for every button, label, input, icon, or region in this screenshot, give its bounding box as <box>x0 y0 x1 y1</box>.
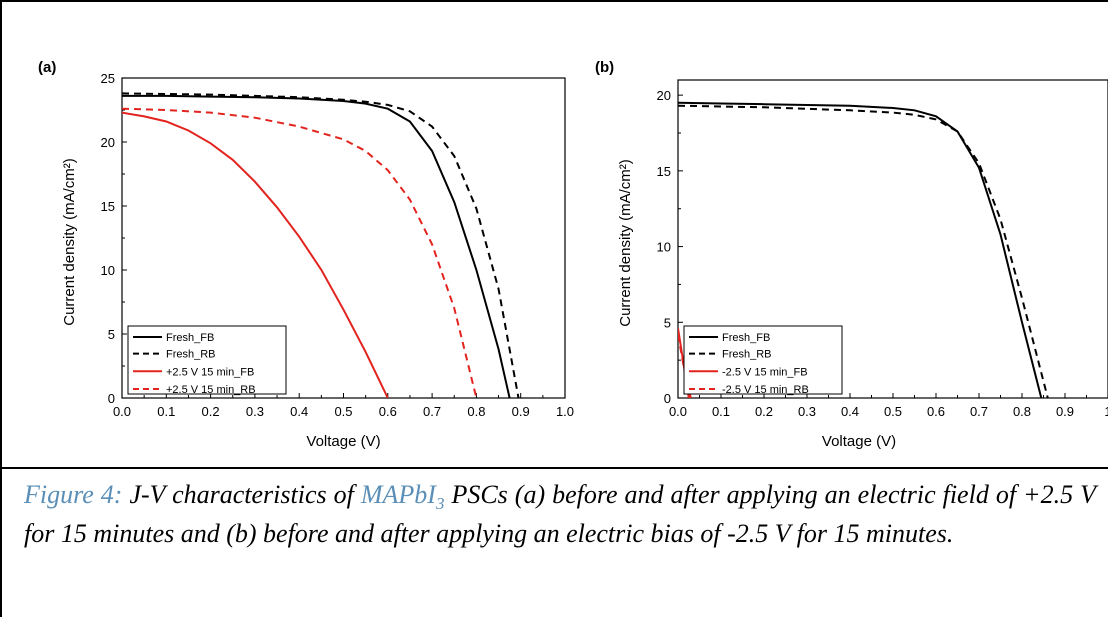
caption-separator <box>0 467 1108 469</box>
x-tick-label: 0.8 <box>467 404 485 419</box>
x-tick-label: 0.9 <box>512 404 530 419</box>
caption-material-base: MAPbI <box>360 480 436 509</box>
frame-left-border <box>0 0 2 617</box>
x-tick-label: 0.1 <box>712 404 730 419</box>
caption-label: Figure 4: <box>24 480 123 509</box>
caption-material-subscript: 3 <box>435 494 445 514</box>
frame-top-border <box>0 0 1108 2</box>
panel-b-label: (b) <box>595 59 614 76</box>
legend-entry: Fresh_FB <box>722 332 770 344</box>
y-axis-label: Current density (mA/cm²) <box>61 158 78 326</box>
series-line <box>678 104 1049 398</box>
y-tick-label: 5 <box>664 315 671 330</box>
caption-text-2: PSCs (a) before and after applying an el… <box>24 480 1096 548</box>
legend-entry: -2.5 V 15 min_RB <box>722 384 809 396</box>
x-tick-label: 0.2 <box>202 404 220 419</box>
panel-a-label: (a) <box>38 59 56 76</box>
y-tick-label: 20 <box>657 88 671 103</box>
y-tick-label: 20 <box>101 135 115 150</box>
y-tick-label: 0 <box>108 391 115 406</box>
x-axis-label: Voltage (V) <box>306 433 380 450</box>
chart-panel-b: 0.00.10.20.30.40.50.60.70.80.9105101520V… <box>617 79 1108 450</box>
y-tick-label: 25 <box>101 71 115 86</box>
series-line <box>122 94 511 398</box>
legend-entry: +2.5 V 15 min_FB <box>166 366 254 378</box>
y-tick-label: 15 <box>101 199 115 214</box>
legend-entry: Fresh_RB <box>722 349 772 361</box>
series-line <box>122 111 389 398</box>
y-tick-label: 10 <box>101 263 115 278</box>
caption-text-1: J-V characteristics of <box>122 480 361 509</box>
x-tick-label: 0.4 <box>290 404 308 419</box>
x-tick-label: 0.8 <box>1013 404 1031 419</box>
x-tick-label: 1.0 <box>556 404 574 419</box>
x-tick-label: 0.4 <box>841 404 859 419</box>
caption-material: MAPbI3 <box>360 480 445 512</box>
y-tick-label: 5 <box>108 327 115 342</box>
legend-entry: Fresh_RB <box>166 349 216 361</box>
x-tick-label: 0.6 <box>379 404 397 419</box>
figure-charts: (a) (b) 0.0 0.1 0.2 0.3 0.4 0.5 0.6 0.7 0.8 0.9 1.… <box>38 59 1108 450</box>
series-line <box>122 107 478 398</box>
x-tick-label: 0.7 <box>423 404 441 419</box>
legend-entry: Fresh_FB <box>166 332 214 344</box>
x-tick-label: 0.0 <box>113 404 131 419</box>
x-tick-label: 0.1 <box>157 404 175 419</box>
y-tick-label: 10 <box>657 240 671 255</box>
x-axis-label: Voltage (V) <box>822 433 896 450</box>
x-tick-label: 0.6 <box>927 404 945 419</box>
series-line <box>122 92 520 398</box>
series-line <box>678 101 1043 398</box>
x-tick-label: 0.5 <box>884 404 902 419</box>
x-tick-label: 1 <box>1104 404 1108 419</box>
x-tick-label: 0.7 <box>970 404 988 419</box>
x-tick-label: 0.5 <box>334 404 352 419</box>
y-axis-label: Current density (mA/cm²) <box>617 159 634 327</box>
x-tick-label: 0.3 <box>246 404 264 419</box>
y-tick-label: 15 <box>657 164 671 179</box>
x-tick-label: 0.3 <box>798 404 816 419</box>
x-tick-label: 0.9 <box>1056 404 1074 419</box>
legend-entry: -2.5 V 15 min_FB <box>722 366 808 378</box>
chart-panel-a: 0.0 0.1 0.2 0.3 0.4 0.5 0.6 0.7 0.8 0.9 1.0 0 5 10 15 2… <box>61 71 574 450</box>
figure-caption: Figure 4: J-V characteristics of MAPbI3 … <box>24 475 1096 553</box>
legend-entry: +2.5 V 15 min_RB <box>166 384 256 396</box>
x-tick-label: 0.0 <box>669 404 687 419</box>
y-tick-label: 0 <box>664 391 671 406</box>
x-tick-label: 0.2 <box>755 404 773 419</box>
